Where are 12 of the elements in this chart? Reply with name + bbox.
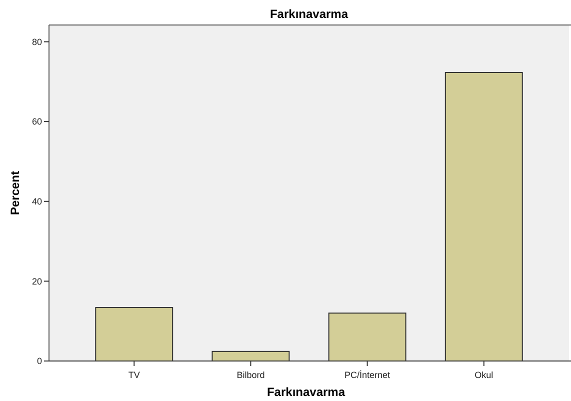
chart-title: Farkınavarma — [270, 7, 348, 21]
y-axis-title: Percent — [8, 170, 22, 216]
y-tick-label: 40 — [32, 196, 42, 207]
x-tick-label: Okul — [474, 370, 494, 380]
x-tick-label: PC/İnternet — [344, 370, 391, 380]
x-tick-label: Bilbord — [236, 370, 265, 380]
x-axis-title: Farkınavarma — [266, 385, 346, 399]
y-tick-label: 20 — [32, 276, 42, 286]
y-tick-label: 0 — [36, 356, 42, 366]
x-tick-label: TV — [128, 370, 140, 380]
y-tick-label: 80 — [32, 36, 42, 47]
y-tick-label: 60 — [32, 116, 42, 127]
